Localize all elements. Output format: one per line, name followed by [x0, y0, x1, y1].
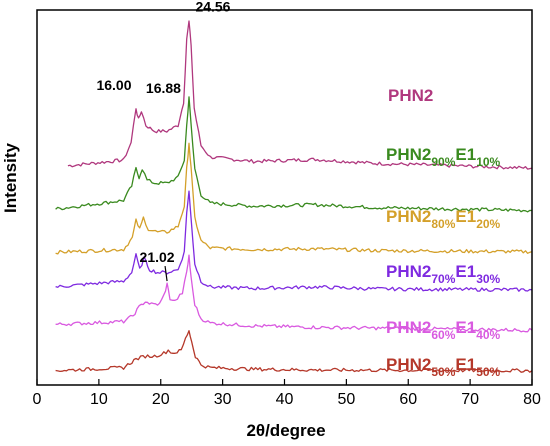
- peak-label-16-88: 16.88: [146, 80, 181, 96]
- x-tick-label-40: 40: [276, 391, 294, 408]
- series-line-4: [55, 190, 533, 292]
- series-label-3: PHN280%E120%: [386, 207, 501, 231]
- series-labels: PHN2 PHN290%E110% PHN280%E120% PHN270%E130%…: [386, 86, 501, 379]
- series-label-1: PHN2: [388, 86, 433, 105]
- peak-annotations: 16.00 16.88 24.56 21.02: [96, 0, 231, 282]
- x-tick-label-80: 80: [523, 391, 541, 408]
- x-axis: 0 10 20 30 40 50 60 70 80: [33, 379, 541, 408]
- series-label-2: PHN290%E110%: [386, 145, 501, 169]
- x-tick-label-30: 30: [214, 391, 232, 408]
- y-axis-title: Intensity: [1, 143, 20, 213]
- series-line-3: [55, 142, 533, 255]
- x-tick-label-60: 60: [399, 391, 417, 408]
- peak-label-16-00: 16.00: [96, 77, 131, 93]
- peak-label-21-02: 21.02: [140, 249, 175, 265]
- x-tick-label-10: 10: [90, 391, 108, 408]
- x-tick-label-20: 20: [152, 391, 170, 408]
- x-tick-label-0: 0: [33, 391, 42, 408]
- series-label-6: PHN250%E150%: [386, 355, 501, 379]
- series-label-4: PHN270%E130%: [386, 262, 501, 286]
- x-axis-title: 2θ/degree: [246, 421, 325, 440]
- series-line-6: [55, 330, 533, 373]
- series-label-5: PHN260%E140%: [386, 318, 501, 342]
- peak-arrow-21-02: [164, 265, 168, 282]
- series-line-1: [67, 20, 533, 170]
- series-line-2: [55, 96, 533, 213]
- peak-label-24-56: 24.56: [195, 0, 230, 15]
- x-tick-label-50: 50: [337, 391, 355, 408]
- x-tick-label-70: 70: [461, 391, 479, 408]
- plot-lines: [55, 20, 533, 373]
- series-line-5: [55, 254, 533, 333]
